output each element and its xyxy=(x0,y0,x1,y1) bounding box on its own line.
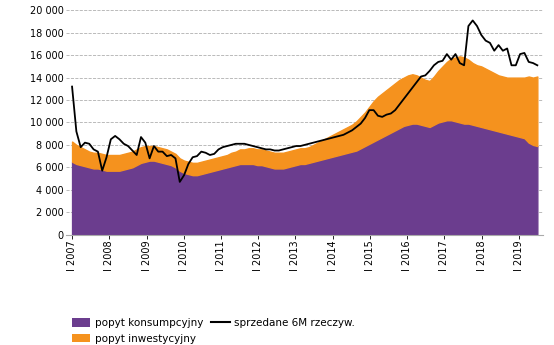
Legend: popyt konsumpcyjny, popyt inwestycyjny, sprzedane 6M rzeczyw.: popyt konsumpcyjny, popyt inwestycyjny, … xyxy=(71,318,355,344)
